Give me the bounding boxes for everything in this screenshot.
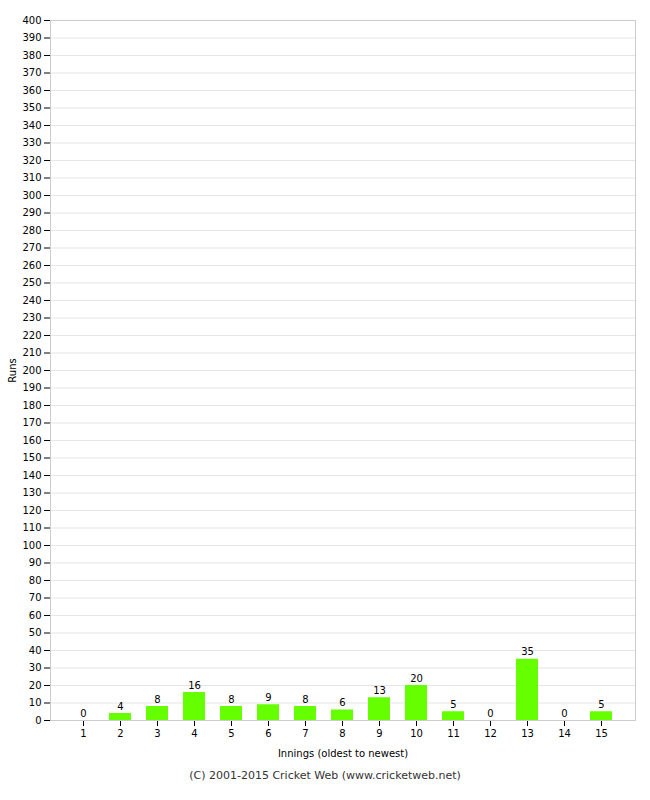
- svg-text:400: 400: [22, 15, 41, 26]
- svg-text:7: 7: [302, 728, 308, 739]
- svg-text:9: 9: [376, 728, 382, 739]
- svg-text:10: 10: [410, 728, 423, 739]
- svg-text:20: 20: [29, 680, 42, 691]
- svg-text:3: 3: [154, 728, 160, 739]
- svg-text:6: 6: [265, 728, 271, 739]
- svg-text:4: 4: [191, 728, 197, 739]
- svg-text:11: 11: [447, 728, 460, 739]
- svg-text:240: 240: [22, 295, 41, 306]
- svg-text:8: 8: [154, 694, 160, 705]
- svg-text:60: 60: [29, 610, 42, 621]
- svg-text:4: 4: [117, 701, 123, 712]
- svg-text:5: 5: [450, 699, 456, 710]
- svg-text:270: 270: [22, 242, 41, 253]
- svg-text:35: 35: [521, 646, 534, 657]
- svg-text:5: 5: [228, 728, 234, 739]
- svg-text:140: 140: [22, 470, 41, 481]
- svg-text:15: 15: [595, 728, 608, 739]
- svg-text:0: 0: [487, 708, 493, 719]
- svg-text:Runs: Runs: [7, 358, 18, 382]
- svg-text:130: 130: [22, 487, 41, 498]
- svg-text:40: 40: [29, 645, 42, 656]
- svg-text:350: 350: [22, 102, 41, 113]
- svg-text:150: 150: [22, 452, 41, 463]
- svg-text:9: 9: [265, 692, 271, 703]
- svg-text:120: 120: [22, 505, 41, 516]
- svg-text:30: 30: [29, 662, 42, 673]
- svg-text:160: 160: [22, 435, 41, 446]
- svg-text:230: 230: [22, 312, 41, 323]
- svg-text:16: 16: [188, 680, 201, 691]
- svg-text:220: 220: [22, 330, 41, 341]
- svg-text:190: 190: [22, 382, 41, 393]
- svg-text:80: 80: [29, 575, 42, 586]
- svg-text:5: 5: [598, 699, 604, 710]
- svg-text:14: 14: [558, 728, 571, 739]
- svg-text:340: 340: [22, 120, 41, 131]
- svg-text:370: 370: [22, 67, 41, 78]
- svg-text:8: 8: [339, 728, 345, 739]
- svg-text:0: 0: [80, 708, 86, 719]
- svg-text:330: 330: [22, 137, 41, 148]
- svg-text:0: 0: [561, 708, 567, 719]
- svg-text:70: 70: [29, 592, 42, 603]
- svg-text:210: 210: [22, 347, 41, 358]
- html-text:(C) 2001-2015 Cricket Web (www: (C) 2001-2015 Cricket Web (www.cricketwe…: [189, 769, 461, 782]
- svg-text:320: 320: [22, 155, 41, 166]
- svg-text:200: 200: [22, 365, 41, 376]
- svg-text:170: 170: [22, 417, 41, 428]
- svg-text:10: 10: [29, 697, 42, 708]
- svg-text:20: 20: [410, 673, 423, 684]
- svg-text:300: 300: [22, 190, 41, 201]
- svg-text:12: 12: [484, 728, 497, 739]
- svg-text:50: 50: [29, 627, 42, 638]
- svg-text:Innings (oldest to newest): Innings (oldest to newest): [278, 748, 408, 759]
- svg-text:290: 290: [22, 207, 41, 218]
- svg-text:13: 13: [373, 685, 386, 696]
- svg-text:250: 250: [22, 277, 41, 288]
- svg-text:1: 1: [80, 728, 86, 739]
- svg-text:8: 8: [302, 694, 308, 705]
- svg-text:6: 6: [339, 697, 345, 708]
- svg-text:13: 13: [521, 728, 534, 739]
- svg-text:2: 2: [117, 728, 123, 739]
- svg-text:90: 90: [29, 557, 42, 568]
- svg-text:390: 390: [22, 32, 41, 43]
- svg-text:8: 8: [228, 694, 234, 705]
- svg-text:380: 380: [22, 50, 41, 61]
- svg-text:110: 110: [22, 522, 41, 533]
- svg-text:0: 0: [35, 715, 41, 726]
- svg-text:180: 180: [22, 400, 41, 411]
- svg-text:310: 310: [22, 172, 41, 183]
- svg-text:260: 260: [22, 260, 41, 271]
- svg-text:100: 100: [22, 540, 41, 551]
- svg-text:280: 280: [22, 225, 41, 236]
- svg-text:360: 360: [22, 85, 41, 96]
